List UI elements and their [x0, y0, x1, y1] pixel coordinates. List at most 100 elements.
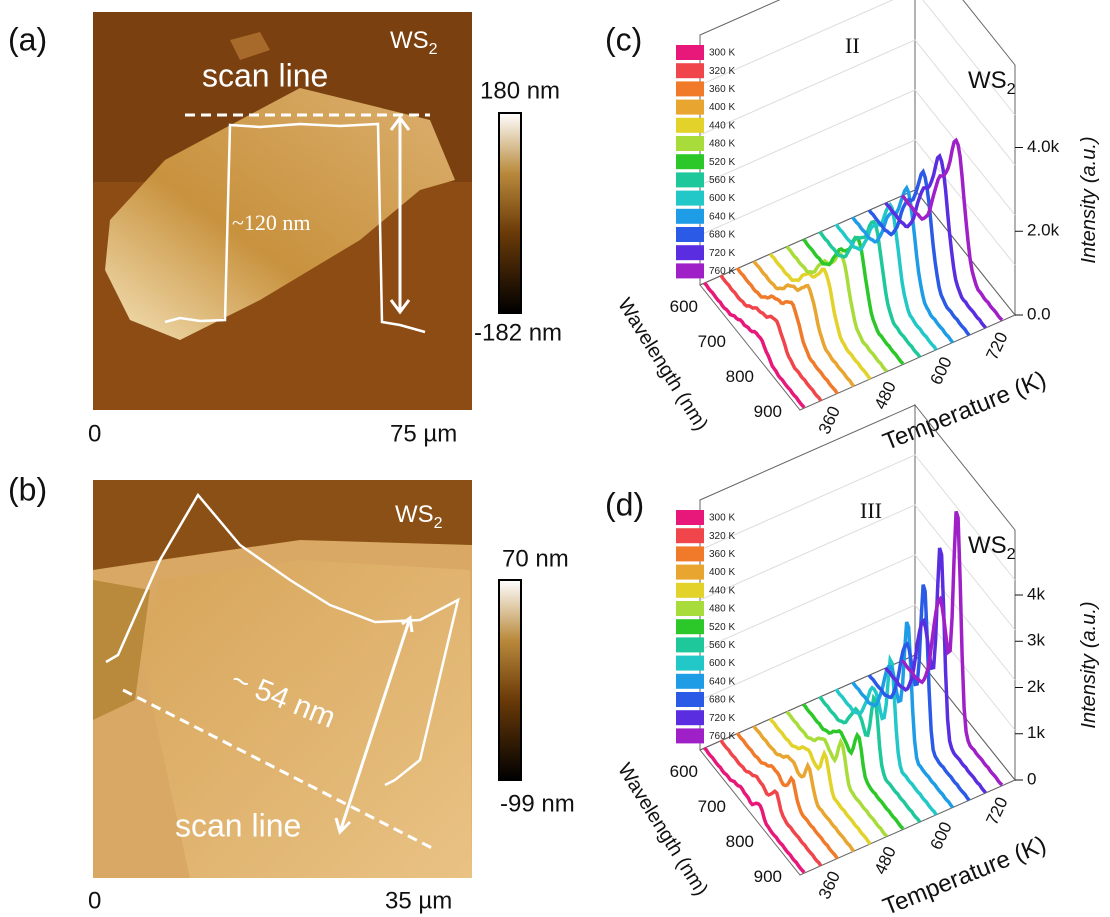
legend-swatch: [676, 564, 704, 580]
step-label: ~120 nm: [232, 210, 311, 235]
z-tick-label: 0.0: [1027, 304, 1051, 323]
flake: [140, 560, 472, 878]
panel-label: (c): [605, 21, 642, 57]
material: WS2: [395, 501, 443, 532]
grid-line: [699, 504, 1016, 631]
spectra-panel: 300 K 320 K 360 K 400 K 440 K 480 K 520 K 560 K…: [605, 0, 1100, 456]
legend-label: 560 K: [709, 175, 735, 186]
legend-label: 760 K: [709, 731, 735, 742]
material: WS2: [390, 27, 438, 58]
material-name: WS: [968, 67, 1007, 94]
x-tick-label: 720: [982, 794, 1011, 828]
grid-line: [699, 604, 1016, 731]
grid-line: [699, 139, 1016, 266]
spectra-panel: 300 K 320 K 360 K 400 K 440 K 480 K 520 K 560 K…: [605, 403, 1100, 917]
material-sub: 2: [429, 41, 438, 58]
z-axis-label: Intensity (a.u.): [1078, 136, 1100, 263]
legend-label: 560 K: [709, 640, 735, 651]
grid-line: [699, 89, 1016, 216]
z-axis-unit: (a.u.): [1078, 601, 1100, 648]
legend-label: 360 K: [709, 84, 735, 95]
spectrum: [851, 621, 955, 809]
scale-end: 75 µm: [390, 420, 457, 447]
z-axis-name: Intensity: [1078, 653, 1100, 728]
material-name: WS: [968, 532, 1007, 559]
material-name: WS: [390, 27, 429, 54]
grid-line: [699, 0, 1016, 116]
legend-swatch: [676, 172, 704, 188]
spectrum: [884, 152, 987, 329]
legend-label: 680 K: [709, 230, 735, 241]
legend-swatch: [676, 245, 704, 261]
z-axis-unit: (a.u.): [1078, 136, 1100, 183]
legend-label: 640 K: [709, 676, 735, 687]
legend-label: 640 K: [709, 211, 735, 222]
spectrum: [834, 653, 938, 816]
legend-swatch: [676, 728, 704, 744]
legend-swatch: [676, 619, 704, 635]
legend-swatch: [676, 81, 704, 97]
colorbar-max: 180 nm: [480, 77, 560, 104]
legend-swatch: [676, 45, 704, 60]
legend-swatch: [676, 154, 704, 170]
spectrum: [818, 219, 922, 358]
legend-swatch: [676, 63, 704, 79]
scan-label: scan line: [175, 807, 301, 843]
x-tick-label: 360: [815, 868, 844, 902]
legend-swatch: [676, 601, 704, 616]
material-sub: 2: [1007, 546, 1016, 563]
spectrum: [785, 245, 888, 373]
legend-label: 680 K: [709, 695, 735, 706]
panel-a: (a) scan line ~120 nm WS2 180 nm -182 nm…: [8, 12, 562, 447]
flake-piece: [230, 32, 270, 60]
legend-swatch: [676, 710, 704, 726]
z-tick-label: 4.0k: [1027, 137, 1060, 156]
material-sub: 2: [1007, 81, 1016, 98]
spectrum: [834, 201, 938, 351]
scale-start: 0: [88, 420, 101, 447]
legend-label: 600 K: [709, 193, 735, 204]
material-name: WS: [395, 501, 434, 528]
spectrum: [884, 547, 987, 794]
colorbar-min: -182 nm: [474, 319, 562, 346]
spectrum: [735, 266, 839, 395]
legend-label: 480 K: [709, 604, 735, 615]
spectrum: [752, 725, 856, 853]
side-wall: [914, 403, 1016, 782]
y-tick-label: 700: [698, 797, 726, 816]
grid-line: [699, 454, 1016, 581]
legend-label: 600 K: [709, 658, 735, 669]
material-sub: 2: [434, 515, 443, 532]
legend-label: 320 K: [709, 66, 735, 77]
legend-label: 400 K: [709, 102, 735, 113]
y-tick-label: 900: [754, 402, 782, 421]
height-profile: [164, 122, 426, 334]
legend-swatch: [676, 136, 704, 151]
spectrum: [768, 717, 872, 846]
scale-end: 35 µm: [385, 887, 452, 914]
legend-label: 440 K: [709, 120, 735, 131]
x-tick-label: 360: [815, 403, 844, 437]
legend-label: 720 K: [709, 248, 735, 259]
height-arrow: [334, 615, 414, 835]
spectrum: [867, 168, 971, 337]
x-tick-label: 480: [871, 844, 900, 878]
legend-swatch: [676, 208, 704, 224]
y-tick-label: 600: [670, 762, 698, 781]
z-axis-name: Intensity: [1078, 188, 1100, 263]
legend-label: 520 K: [709, 622, 735, 633]
legend-swatch: [676, 510, 704, 525]
colorbar: [498, 112, 522, 314]
x-tick-label: 600: [927, 819, 956, 853]
spectrum: [802, 703, 905, 830]
z-tick-label: 2k: [1027, 677, 1045, 696]
height-profile: [105, 492, 460, 787]
spectrum: [867, 584, 971, 802]
y-tick-label: 800: [726, 832, 754, 851]
z-tick-label: 2.0k: [1027, 221, 1060, 240]
spectrum: [900, 510, 1004, 787]
z-tick-label: 4k: [1027, 584, 1045, 603]
x-tick-label: 720: [982, 329, 1011, 363]
colorbar: [498, 579, 522, 781]
